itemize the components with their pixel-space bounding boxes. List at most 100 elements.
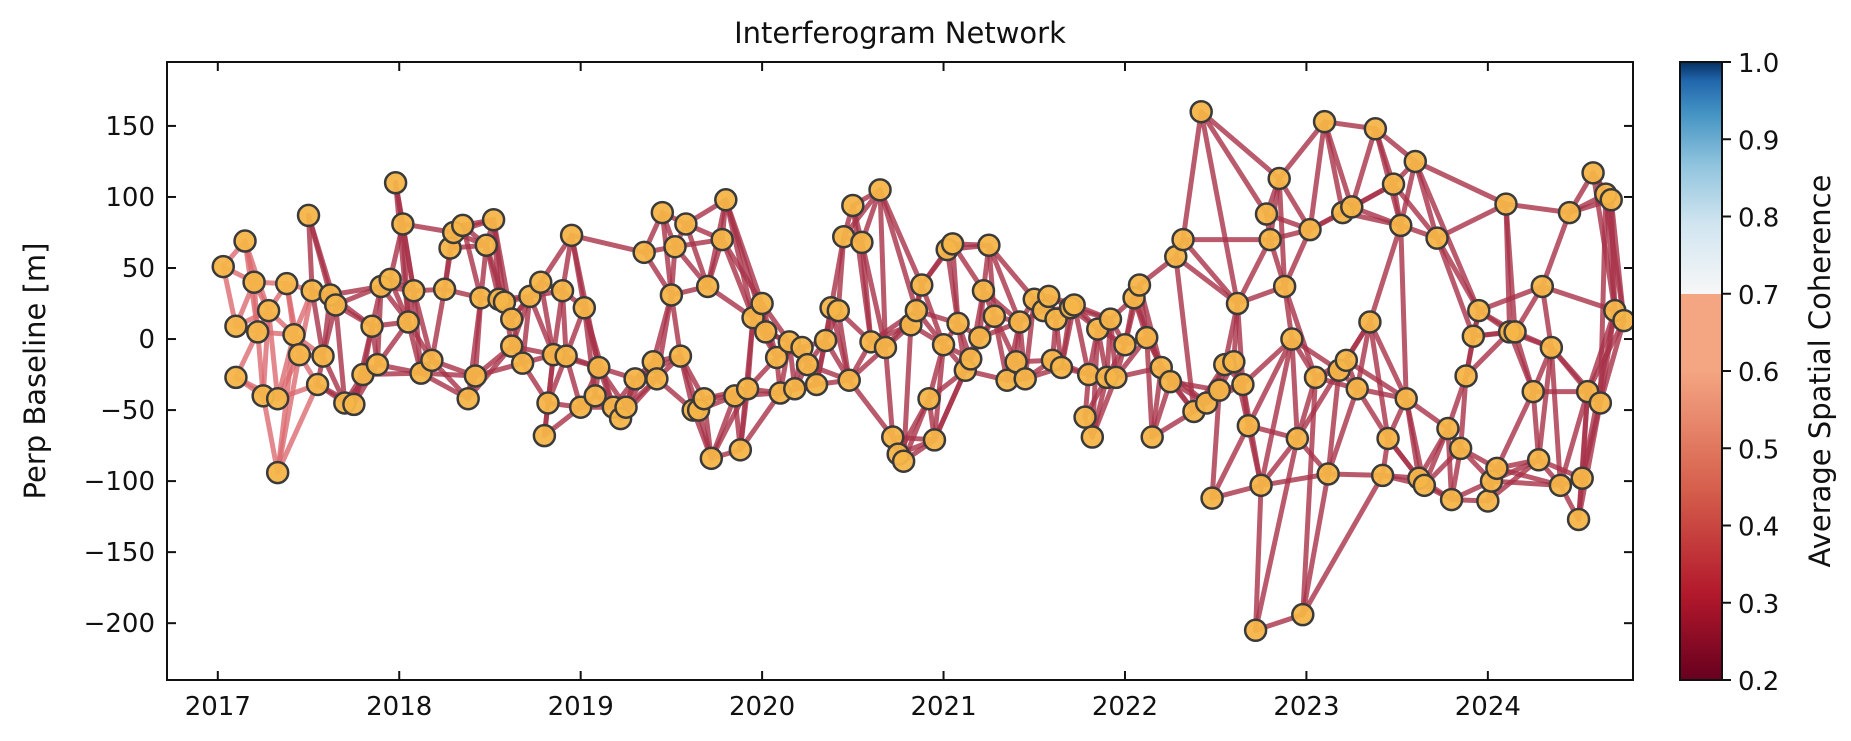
- interferogram-edge: [569, 232, 647, 255]
- acquisition-point: [1113, 332, 1137, 357]
- interferogram-edge: [1209, 423, 1251, 501]
- acquisition-point: [572, 296, 597, 320]
- acquisition-point: [1557, 200, 1582, 225]
- acquisition-point: [873, 335, 898, 360]
- interferogram-edge: [429, 286, 448, 363]
- acquisition-point: [1454, 364, 1478, 388]
- acquisition-point: [922, 428, 947, 452]
- acquisition-point: [982, 304, 1007, 329]
- acquisition-point: [1062, 293, 1086, 317]
- acquisition-point: [1225, 291, 1250, 316]
- acquisition-point: [668, 344, 693, 368]
- y-tick-label: −50: [100, 396, 155, 426]
- acquisition-point: [837, 368, 861, 392]
- acquisition-point: [536, 391, 560, 415]
- acquisition-point: [728, 438, 753, 462]
- interferogram-edge: [1173, 254, 1240, 307]
- interferogram-edge: [1289, 336, 1300, 441]
- acquisition-point: [971, 278, 996, 303]
- acquisition-point: [211, 254, 235, 279]
- acquisition-point: [813, 328, 838, 353]
- acquisition-point: [695, 274, 720, 299]
- interferogram-edge: [1597, 318, 1627, 406]
- acquisition-point: [1503, 320, 1527, 344]
- acquisition-point: [1222, 350, 1246, 374]
- acquisition-point: [1267, 166, 1291, 191]
- interferogram-edge: [1325, 367, 1342, 477]
- acquisition-point: [1370, 463, 1395, 488]
- acquisition-point: [1345, 377, 1369, 401]
- acquisition-point: [1425, 226, 1449, 250]
- acquisition-point: [554, 344, 578, 368]
- acquisition-point: [559, 223, 584, 248]
- acquisition-point: [1258, 227, 1282, 252]
- acquisition-point: [532, 423, 557, 448]
- acquisition-point: [265, 386, 290, 411]
- interferogram-edge: [846, 377, 896, 440]
- acquisition-point: [904, 298, 929, 323]
- acquisition-point: [245, 320, 270, 344]
- y-tick-label: 0: [138, 325, 155, 355]
- acquisition-point: [1080, 425, 1105, 449]
- acquisition-point: [1340, 195, 1364, 219]
- colorbar-tick-label: 0.8: [1738, 204, 1779, 234]
- acquisition-point: [396, 310, 421, 334]
- acquisition-point: [1581, 161, 1605, 185]
- y-tick-label: −100: [84, 467, 155, 497]
- acquisition-point: [632, 240, 656, 265]
- interferogram-edge: [306, 212, 315, 294]
- acquisition-point: [1049, 355, 1074, 380]
- acquisition-point: [1158, 369, 1183, 394]
- acquisition-point: [499, 334, 524, 358]
- acquisition-point: [360, 314, 384, 338]
- acquisition-point: [710, 227, 734, 252]
- acquisition-point: [1461, 324, 1486, 348]
- acquisition-point: [224, 314, 248, 338]
- acquisition-point: [692, 386, 716, 411]
- interferogram-edge: [1503, 201, 1518, 335]
- chart-title: Interferogram Network: [734, 16, 1066, 50]
- interferogram-edge: [1367, 222, 1404, 325]
- acquisition-point: [1358, 310, 1382, 334]
- interferogram-edge: [1198, 109, 1282, 181]
- acquisition-point: [1171, 227, 1195, 252]
- acquisition-point: [1376, 426, 1400, 451]
- x-tick-label: 2018: [366, 692, 432, 722]
- acquisition-point: [1013, 367, 1037, 391]
- acquisition-point: [650, 200, 675, 225]
- acquisition-point: [1476, 489, 1500, 513]
- colorbar-label: Average Spatial Coherence: [1803, 175, 1837, 568]
- acquisition-point: [674, 212, 698, 236]
- acquisition-point: [841, 193, 865, 218]
- interferogram-edge: [1245, 336, 1295, 429]
- acquisition-point: [614, 395, 638, 419]
- acquisition-point: [1312, 109, 1337, 134]
- acquisition-point: [1207, 378, 1232, 402]
- acquisition-point: [753, 320, 778, 344]
- interferogram-edge: [1276, 119, 1328, 181]
- colorbar-tick-label: 0.6: [1738, 358, 1779, 388]
- acquisition-point: [1280, 327, 1304, 351]
- acquisition-point: [450, 213, 475, 238]
- interferogram-edge: [835, 234, 847, 314]
- acquisition-point: [1037, 284, 1061, 309]
- y-tick-label: −200: [84, 609, 155, 639]
- interferogram-edge: [1300, 471, 1331, 618]
- acquisition-point: [1526, 448, 1551, 472]
- interferogram-edge: [1234, 301, 1246, 387]
- interferogram-edge: [1180, 237, 1240, 307]
- acquisition-point: [274, 271, 299, 296]
- acquisition-point: [383, 171, 408, 195]
- interferogram-edge: [1307, 119, 1328, 233]
- acquisition-point: [645, 367, 669, 391]
- interferogram-edge: [1608, 197, 1627, 324]
- acquisition-point: [1272, 274, 1297, 299]
- acquisition-point: [1389, 213, 1413, 238]
- acquisition-point: [1394, 386, 1418, 411]
- acquisition-point: [1243, 618, 1268, 643]
- interferogram-edge: [1300, 472, 1386, 618]
- acquisition-point: [1127, 273, 1152, 297]
- colorbar-upper: [1680, 62, 1722, 294]
- acquisition-point: [296, 203, 321, 228]
- interferogram-edge: [1494, 389, 1536, 471]
